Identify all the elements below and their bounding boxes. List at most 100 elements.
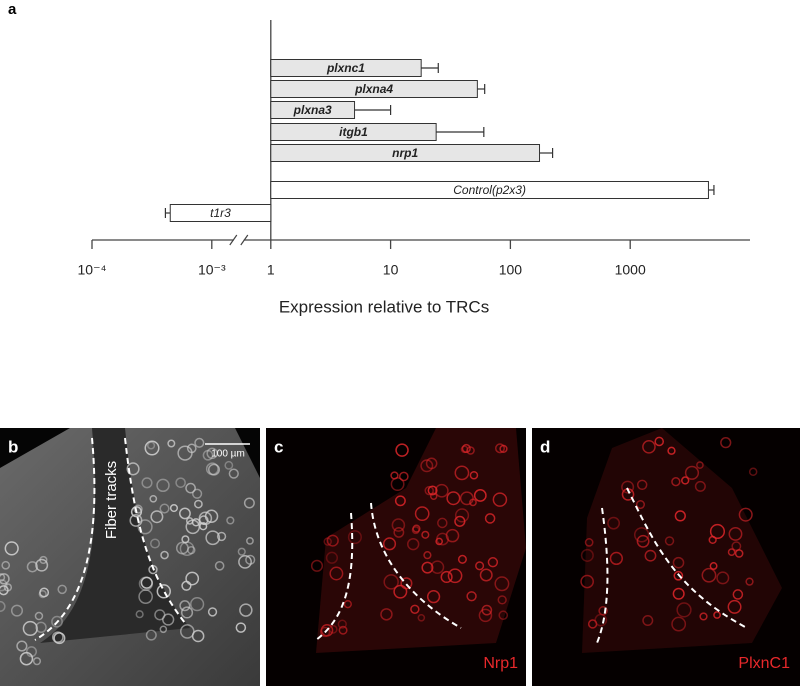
cell bbox=[22, 620, 38, 637]
cell bbox=[3, 583, 13, 592]
cell bbox=[138, 589, 153, 604]
cell bbox=[190, 597, 205, 612]
cell bbox=[713, 611, 721, 619]
cell bbox=[395, 443, 409, 457]
cell bbox=[179, 507, 191, 520]
cell bbox=[135, 610, 144, 619]
x-tick-label: 10⁻³ bbox=[198, 262, 226, 278]
cell bbox=[461, 443, 471, 454]
cell bbox=[494, 576, 510, 592]
cell bbox=[180, 606, 194, 619]
cell bbox=[145, 629, 157, 641]
cell bbox=[466, 591, 477, 602]
cell bbox=[147, 441, 156, 450]
cell bbox=[39, 587, 50, 598]
cell bbox=[727, 599, 742, 614]
x-axis-label: Expression relative to TRCs bbox=[279, 297, 489, 316]
cell bbox=[699, 612, 708, 621]
micrograph-b: 100 µm b Fiber tracks bbox=[0, 428, 260, 686]
cell bbox=[214, 561, 225, 571]
cell bbox=[326, 534, 339, 547]
cell bbox=[492, 492, 508, 507]
x-tick-label: 1 bbox=[267, 262, 275, 278]
cell bbox=[709, 523, 726, 540]
cell bbox=[140, 576, 153, 589]
cell bbox=[205, 530, 221, 546]
cell bbox=[672, 556, 685, 569]
cell bbox=[38, 590, 47, 599]
cell bbox=[447, 568, 463, 584]
cell bbox=[674, 510, 686, 522]
cell bbox=[633, 527, 650, 543]
cell bbox=[426, 589, 441, 604]
bar-label: t1r3 bbox=[210, 206, 231, 220]
cell bbox=[51, 631, 64, 644]
cell bbox=[185, 571, 200, 586]
cell bbox=[437, 517, 448, 529]
tissue bbox=[316, 428, 526, 653]
cell bbox=[382, 537, 397, 551]
cell bbox=[216, 531, 227, 542]
cell bbox=[580, 574, 594, 589]
chart: a Expression relative to TRCs 10⁻⁴ 10⁻³ 1 1… bbox=[8, 1, 750, 316]
cell bbox=[141, 477, 153, 489]
cell bbox=[159, 625, 168, 634]
axis-break bbox=[229, 234, 238, 246]
cell bbox=[235, 622, 247, 633]
cell bbox=[329, 566, 344, 581]
cell bbox=[53, 632, 66, 645]
scale-bar-label: 100 µm bbox=[211, 449, 245, 460]
cell bbox=[424, 485, 434, 496]
cell bbox=[446, 491, 461, 506]
cell bbox=[383, 574, 399, 590]
cell bbox=[434, 483, 449, 498]
cell bbox=[425, 457, 438, 470]
cell bbox=[598, 606, 608, 616]
error-bar bbox=[539, 148, 554, 158]
bar bbox=[270, 80, 478, 98]
micrograph-c: c Nrp1 bbox=[266, 428, 526, 686]
cell bbox=[137, 519, 153, 535]
cell bbox=[224, 460, 234, 470]
cell bbox=[35, 558, 49, 572]
annotation: Fiber tracks bbox=[103, 461, 120, 539]
cell bbox=[393, 584, 408, 599]
cell bbox=[440, 570, 453, 584]
cell bbox=[393, 526, 405, 538]
cell bbox=[636, 479, 648, 491]
cell bbox=[696, 461, 704, 469]
cell bbox=[191, 629, 205, 643]
error-bar bbox=[708, 185, 715, 195]
cell bbox=[642, 614, 654, 627]
cell bbox=[635, 499, 646, 510]
cell bbox=[609, 551, 624, 566]
stain-label: PlxnC1 bbox=[738, 655, 790, 672]
panel-letter: a bbox=[8, 1, 17, 18]
cell bbox=[407, 537, 420, 551]
cell bbox=[26, 561, 39, 573]
cell bbox=[636, 534, 650, 548]
bar-label: plxna4 bbox=[354, 82, 393, 96]
cell bbox=[206, 447, 218, 460]
cell bbox=[745, 577, 754, 586]
cell bbox=[421, 561, 434, 574]
cell bbox=[423, 551, 432, 560]
cell bbox=[133, 504, 143, 514]
bar-label: Control(p2x3) bbox=[453, 183, 526, 197]
cell bbox=[194, 437, 205, 448]
cell bbox=[179, 541, 195, 557]
dashed-outline bbox=[124, 437, 186, 624]
x-tick-label: 10 bbox=[383, 262, 399, 278]
cell bbox=[177, 445, 193, 461]
cell bbox=[191, 518, 201, 527]
cell bbox=[454, 465, 470, 481]
cell bbox=[475, 561, 485, 571]
panel-letter: c bbox=[274, 437, 283, 456]
cell bbox=[412, 524, 421, 533]
cell bbox=[4, 541, 19, 556]
cell bbox=[694, 480, 706, 492]
error-bar bbox=[421, 63, 439, 73]
stain-label: Nrp1 bbox=[483, 655, 518, 672]
cell bbox=[126, 462, 140, 476]
